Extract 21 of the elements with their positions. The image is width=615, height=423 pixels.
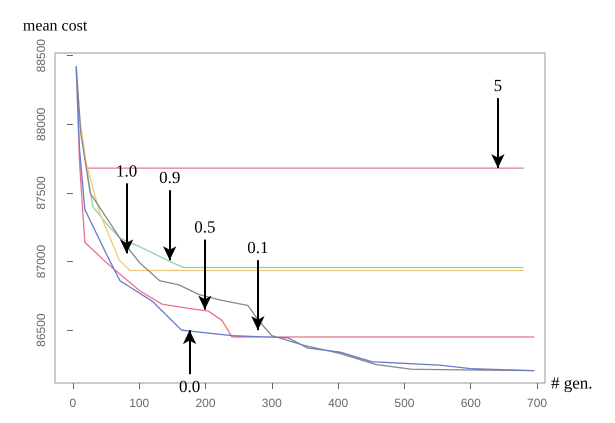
annotation: 0.9 bbox=[159, 168, 180, 188]
x-tick-label: 300 bbox=[262, 396, 282, 410]
x-tick-label: 200 bbox=[196, 396, 216, 410]
annotation: 5 bbox=[494, 76, 502, 96]
y-tick-label: 88000 bbox=[34, 107, 48, 142]
y-tick-label: 86500 bbox=[34, 313, 48, 347]
x-tick-label: 0 bbox=[70, 396, 77, 410]
annotation: 0.0 bbox=[178, 377, 200, 396]
x-tick-label: 700 bbox=[527, 396, 548, 410]
annotation: 1.0 bbox=[116, 161, 138, 180]
annotation: 0.1 bbox=[247, 238, 269, 258]
y-tick-label: 87500 bbox=[34, 176, 48, 210]
x-tick-label: 500 bbox=[394, 396, 415, 410]
x-tick-label: 600 bbox=[460, 396, 482, 410]
y-tick-label: 88500 bbox=[34, 38, 48, 72]
x-tick-label: 100 bbox=[129, 396, 150, 410]
y-tick-label: 87000 bbox=[34, 244, 48, 278]
x-axis-title: # gen. bbox=[551, 374, 593, 392]
x-tick-label: 400 bbox=[328, 396, 348, 410]
annotation: 0.5 bbox=[194, 218, 216, 237]
y-axis-title: mean cost bbox=[22, 18, 88, 35]
